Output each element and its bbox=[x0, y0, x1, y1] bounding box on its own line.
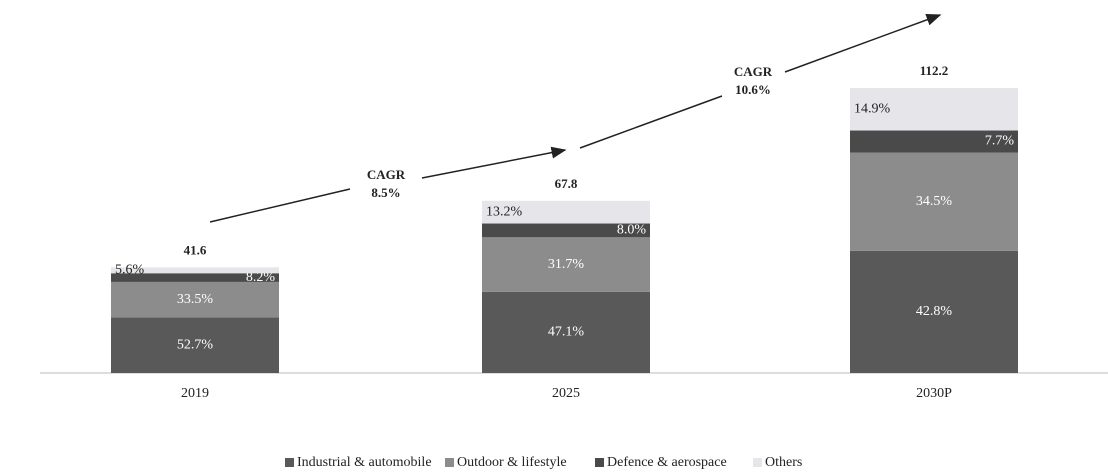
bar-segment bbox=[850, 250, 1018, 373]
bar-segment bbox=[850, 130, 1018, 153]
data-label: 14.9% bbox=[854, 101, 891, 116]
annotation: 10.6% bbox=[735, 82, 771, 97]
x-tick-label: 2019 bbox=[181, 386, 209, 401]
data-label: 52.7% bbox=[177, 337, 214, 352]
arrow bbox=[421, 146, 567, 179]
data-label: 42.8% bbox=[916, 304, 953, 319]
bar-segment bbox=[482, 223, 650, 238]
x-tick-label: 2030P bbox=[916, 386, 952, 401]
data-label: 8.0% bbox=[617, 223, 647, 238]
bar-segment bbox=[111, 273, 279, 282]
bar-segment bbox=[850, 152, 1018, 251]
data-label: 31.7% bbox=[548, 257, 585, 272]
data-label: 34.5% bbox=[916, 194, 953, 209]
data-label: 47.1% bbox=[548, 325, 585, 340]
total-label: 67.8 bbox=[555, 176, 578, 191]
data-label: 5.6% bbox=[115, 263, 145, 278]
bar-segment bbox=[111, 267, 279, 274]
total-label: 112.2 bbox=[920, 63, 949, 78]
legend-swatch bbox=[445, 458, 454, 467]
data-label: 13.2% bbox=[486, 204, 523, 219]
legend-label: Defence & aerospace bbox=[607, 455, 727, 470]
bar-segment bbox=[111, 317, 279, 373]
bar-segment bbox=[482, 237, 650, 292]
bar-segment bbox=[482, 200, 650, 224]
arrow bbox=[209, 188, 351, 223]
data-label: 33.5% bbox=[177, 292, 214, 307]
arrow bbox=[579, 95, 723, 149]
annotation: CAGR bbox=[367, 167, 406, 182]
arrow bbox=[784, 14, 942, 73]
data-label: 8.2% bbox=[246, 270, 276, 285]
bar-segment bbox=[482, 291, 650, 373]
annotation: 8.5% bbox=[371, 185, 400, 200]
legend-swatch bbox=[285, 458, 294, 467]
x-tick-label: 2025 bbox=[552, 386, 580, 401]
total-label: 41.6 bbox=[184, 242, 207, 257]
bar-segment bbox=[850, 88, 1018, 131]
annotation: CAGR bbox=[734, 64, 773, 79]
legend-label: Outdoor & lifestyle bbox=[457, 455, 567, 470]
legend-swatch bbox=[595, 458, 604, 467]
legend-label: Others bbox=[765, 455, 802, 470]
data-label: 7.7% bbox=[985, 134, 1015, 149]
legend-swatch bbox=[753, 458, 762, 467]
legend-label: Industrial & automobile bbox=[297, 455, 432, 470]
bar-segment bbox=[111, 281, 279, 318]
